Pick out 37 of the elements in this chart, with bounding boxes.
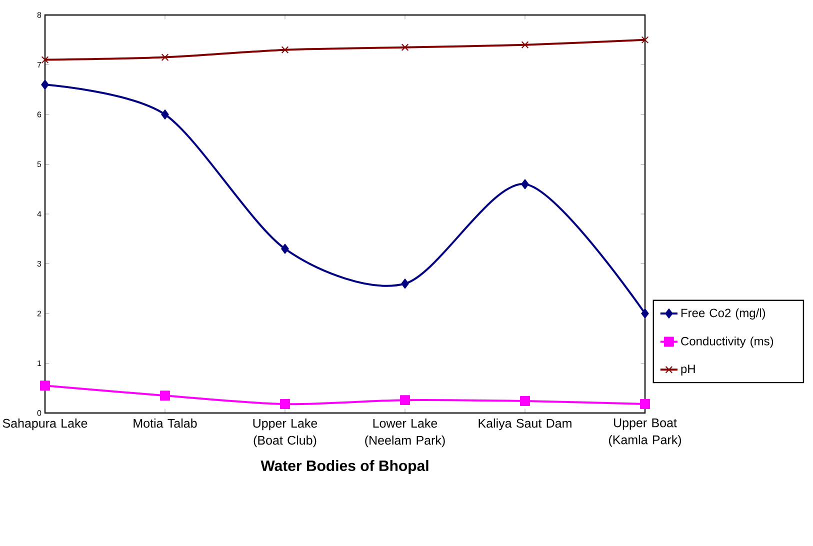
x-tick-label: Upper Boat (Kamla Park) <box>608 418 682 447</box>
y-tick-label: 1 <box>38 360 42 366</box>
y-tick-label: 3 <box>37 260 42 267</box>
legend-label: pH <box>681 364 695 376</box>
y-tick-label: 8 <box>37 12 42 18</box>
x-tick-label: Motia Talab <box>134 418 197 428</box>
y-tick-label: 4 <box>37 211 42 217</box>
point <box>280 399 290 410</box>
y-tick-label: 2 <box>37 310 42 316</box>
point <box>281 46 289 54</box>
point <box>640 399 650 410</box>
legend-label: Free Co2 (mg/l) <box>681 308 766 320</box>
point <box>400 395 410 406</box>
x-axis-title: Water Bodies of Bhopal <box>260 460 428 474</box>
point <box>641 36 649 44</box>
x-tick-label: Sahapura Lake <box>2 418 88 430</box>
point <box>401 44 409 52</box>
point <box>161 54 169 61</box>
y-tick-label: 6 <box>37 112 42 118</box>
y-tick-label: 0 <box>37 410 42 416</box>
point <box>161 109 169 120</box>
point <box>41 80 49 90</box>
point <box>281 244 289 254</box>
x-tick-label: Lower Lake (Neelam Park) <box>365 418 445 448</box>
point <box>641 308 649 318</box>
point <box>521 41 529 49</box>
y-tick-label: 7 <box>37 62 42 68</box>
point <box>401 278 409 289</box>
y-tick-label: 5 <box>37 161 42 168</box>
point <box>521 179 529 190</box>
point <box>41 56 49 64</box>
x-tick-label: Kaliya Saut Dam <box>478 418 572 430</box>
x-tick-label: Upper Lake (Boat Club) <box>253 418 318 448</box>
point <box>160 390 170 401</box>
point <box>520 396 530 406</box>
legend-label: Conductivity (ms) <box>681 336 774 348</box>
point <box>40 380 50 391</box>
